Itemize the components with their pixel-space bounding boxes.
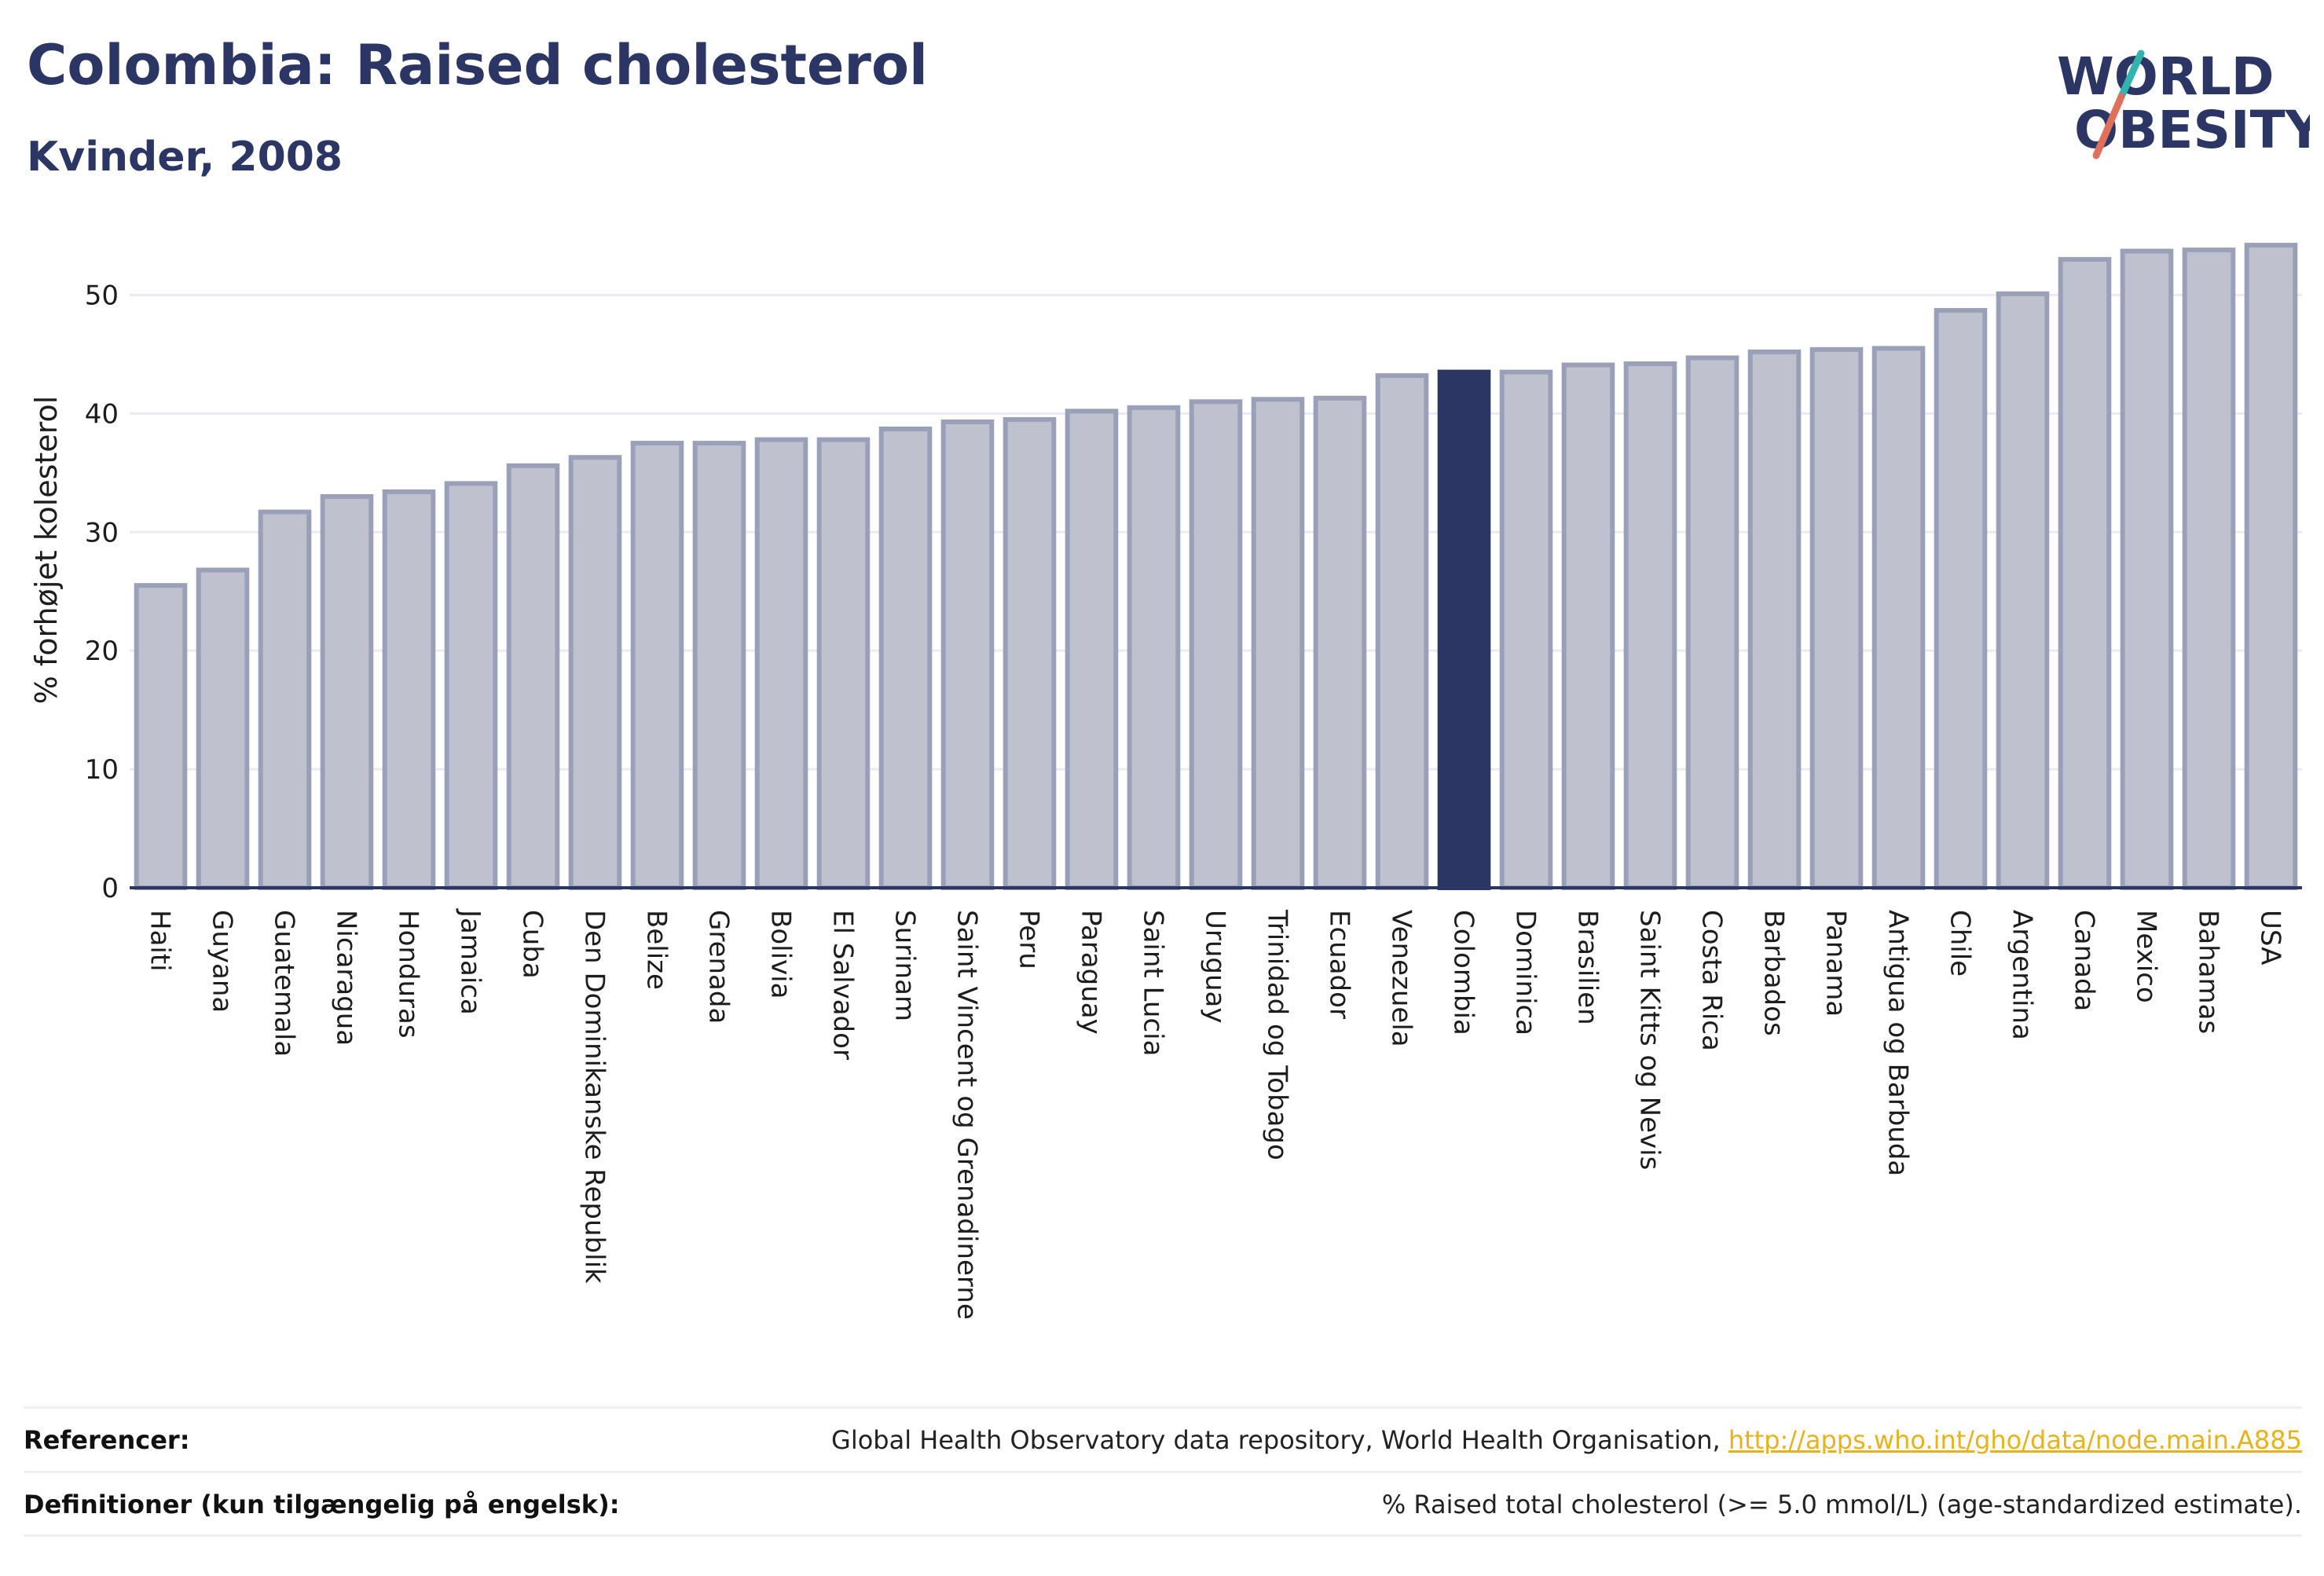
bar-grenada — [692, 441, 746, 890]
bar-mexico — [2120, 248, 2174, 891]
bar-panama — [1809, 346, 1864, 890]
x-tick-label: Den Dominikanske Republik — [579, 910, 610, 1284]
bar-argentina — [1996, 291, 2050, 891]
x-tick-label: Belize — [641, 910, 673, 990]
x-tick-label: Uruguay — [1200, 910, 1231, 1024]
y-tick-label: 40 — [85, 398, 119, 430]
definitions-text: % Raised total cholesterol (>= 5.0 mmol/… — [1381, 1490, 2302, 1519]
bar-barbados — [1747, 349, 1802, 890]
y-tick-label: 50 — [85, 280, 119, 311]
bar-ecuador — [1313, 395, 1367, 890]
logo-slash-teal — [2117, 49, 2145, 101]
references-value: Global Health Observatory data repositor… — [831, 1425, 2302, 1455]
x-tick-label: Panama — [1820, 910, 1852, 1017]
x-tick-label: Antigua og Barbuda — [1882, 910, 1914, 1176]
y-tick-label: 10 — [85, 754, 119, 786]
x-tick-label: Saint Vincent og Grenadinerne — [951, 910, 983, 1320]
footer-divider — [24, 1534, 2302, 1537]
bar-costa-rica — [1685, 355, 1739, 891]
bar-chart: 0 10 20 30 40 50 Haiti Guyana Guatemala Nicaragu… — [29, 243, 2302, 1320]
bar-jamaica — [444, 481, 498, 890]
x-tick-label: Nicaragua — [331, 910, 362, 1046]
footer-definitions-row: Definitioner (kun tilgængelig på engelsk… — [24, 1471, 2302, 1536]
y-tick-label: 0 — [101, 873, 119, 904]
y-tick-label: 30 — [85, 517, 119, 548]
x-tick-label: Cuba — [517, 910, 548, 979]
x-tick-label: Haiti — [145, 910, 176, 972]
bar-cuba — [506, 463, 560, 890]
x-tick-label: Guatemala — [269, 910, 300, 1057]
x-tick-label: Argentina — [2007, 910, 2038, 1040]
y-axis: 0 10 20 30 40 50 — [85, 280, 119, 904]
bar-den-dominikanske-republik — [568, 455, 622, 890]
x-tick-label: Saint Kitts og Nevis — [1634, 910, 1666, 1170]
bar-saint-lucia — [1127, 405, 1181, 890]
bar-trinidad-og-tobago — [1251, 397, 1305, 891]
bar-guatemala — [258, 509, 312, 890]
x-tick-label: Peru — [1014, 910, 1045, 969]
x-tick-label: Trinidad og Tobago — [1262, 909, 1293, 1160]
x-tick-label: Brasilien — [1572, 910, 1604, 1025]
bar-belize — [630, 441, 684, 890]
x-tick-label: Bolivia — [765, 910, 797, 999]
logo-word-world: WORLD — [2057, 46, 2275, 107]
bar-paraguay — [1065, 409, 1119, 890]
bar-venezuela — [1375, 373, 1429, 890]
chart-subtitle: Kvinder, 2008 — [27, 134, 343, 181]
bar-uruguay — [1189, 399, 1243, 891]
x-tick-label: Guyana — [207, 910, 238, 1013]
x-tick-label: Honduras — [393, 910, 424, 1039]
bar-colombia — [1437, 369, 1491, 890]
bar-antigua-og-barbuda — [1871, 346, 1926, 890]
bar-guyana — [196, 567, 250, 891]
bar-saint-kitts-og-nevis — [1623, 361, 1677, 890]
x-tick-label: USA — [2255, 910, 2286, 965]
bar-bahamas — [2182, 247, 2236, 891]
x-tick-label: Surinam — [889, 910, 921, 1021]
definitions-label: Definitioner (kun tilgængelig på engelsk… — [24, 1490, 620, 1519]
x-tick-label: Canada — [2069, 910, 2100, 1011]
bar-usa — [2244, 243, 2298, 890]
logo-slash-coral — [2092, 93, 2125, 159]
x-tick-label: Paraguay — [1076, 910, 1107, 1035]
x-tick-label: Saint Lucia — [1138, 910, 1169, 1056]
x-tick-label: Jamaica — [455, 908, 486, 1015]
references-label: Referencer: — [24, 1425, 190, 1455]
y-tick-label: 20 — [85, 636, 119, 667]
references-text: Global Health Observatory data repositor… — [831, 1425, 1728, 1455]
bar-haiti — [134, 583, 188, 890]
x-tick-label: El Salvador — [827, 910, 859, 1060]
y-axis-title: % forhøjet kolesterol — [29, 396, 64, 705]
x-tick-label: Mexico — [2131, 910, 2162, 1003]
bar-canada — [2058, 257, 2112, 890]
x-tick-label: Costa Rica — [1696, 910, 1728, 1051]
bar-bolivia — [754, 437, 808, 890]
bar-nicaragua — [320, 494, 374, 890]
x-tick-label: Chile — [1945, 910, 1976, 977]
bar-honduras — [382, 489, 436, 890]
x-tick-label: Ecuador — [1324, 910, 1355, 1019]
x-tick-label: Grenada — [703, 910, 735, 1024]
bar-dominica — [1499, 369, 1553, 890]
bar-saint-vincent-og-grenadinerne — [940, 419, 995, 890]
x-tick-label: Bahamas — [2193, 910, 2224, 1034]
footer-references-row: Referencer: Global Health Observatory da… — [24, 1406, 2302, 1472]
x-tick-label: Colombia — [1448, 910, 1479, 1035]
x-tick-label: Barbados — [1758, 910, 1790, 1036]
references-link[interactable]: http://apps.who.int/gho/data/node.main.A… — [1728, 1425, 2302, 1455]
bar-peru — [1003, 416, 1057, 890]
bar-el-salvador — [816, 437, 871, 890]
bars — [134, 243, 2298, 891]
x-tick-label: Venezuela — [1386, 910, 1417, 1047]
bar-chile — [1934, 308, 1988, 890]
bar-brasilien — [1561, 362, 1615, 890]
chart-title: Colombia: Raised cholesterol — [27, 33, 929, 97]
world-obesity-logo: WORLD OBESITY — [2057, 46, 2310, 160]
x-axis: Haiti Guyana Guatemala Nicaragua Honduras Jam… — [130, 886, 2302, 1320]
x-tick-label: Dominica — [1510, 910, 1541, 1035]
bar-surinam — [878, 426, 933, 890]
